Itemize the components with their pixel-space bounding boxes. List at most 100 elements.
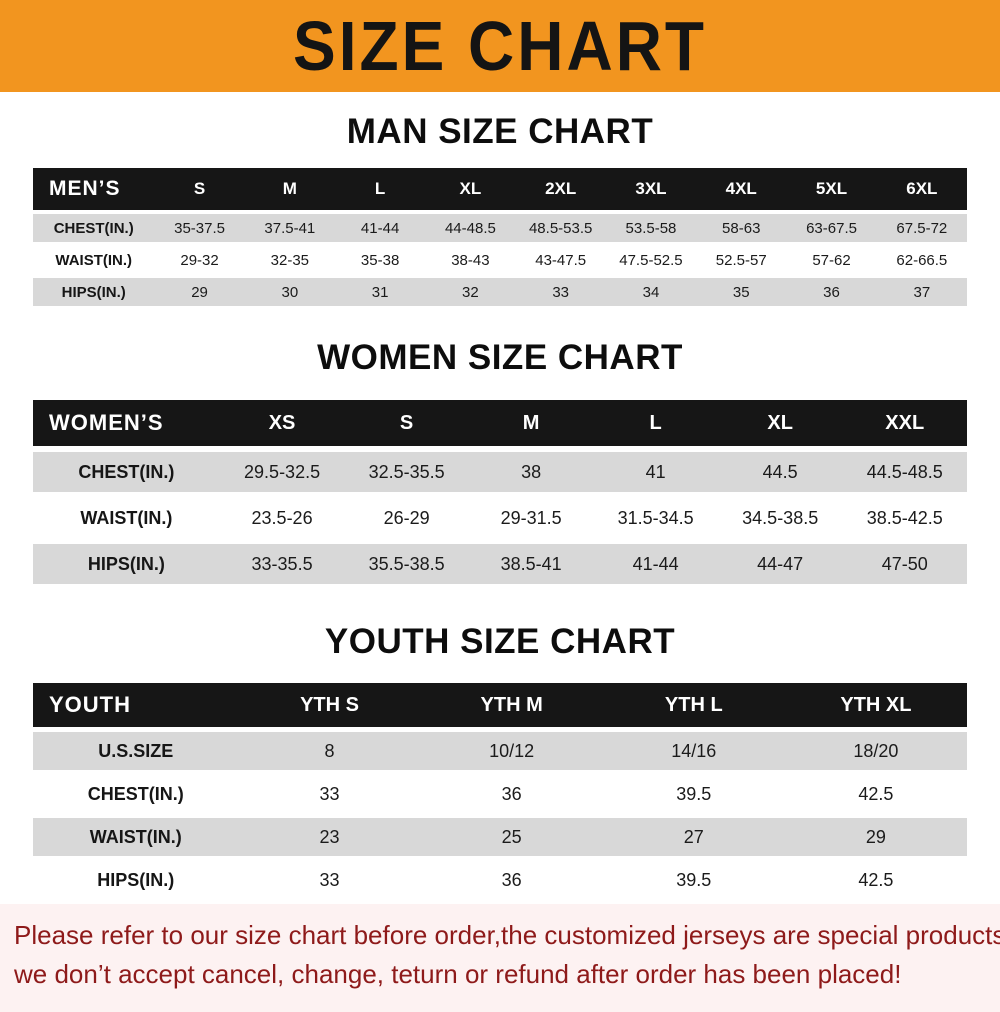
size-column-header: 2XL bbox=[515, 168, 606, 210]
size-column-header: 3XL bbox=[605, 168, 697, 210]
table-row: CHEST(IN.) 35-37.5 37.5-41 41-44 44-48.5 48.5… bbox=[33, 214, 967, 242]
size-value-cell: 34 bbox=[605, 278, 697, 306]
size-value-cell: 35-37.5 bbox=[154, 214, 245, 242]
table-row: WAIST(IN.) 23 25 27 29 bbox=[33, 818, 967, 856]
row-label: HIPS(IN.) bbox=[33, 544, 220, 584]
size-value-cell: 14/16 bbox=[602, 732, 785, 770]
row-label: WAIST(IN.) bbox=[33, 498, 220, 538]
table-row: HIPS(IN.) 29 30 31 32 33 34 35 36 37 bbox=[33, 278, 967, 306]
size-value-cell: 42.5 bbox=[784, 861, 967, 899]
size-value-cell: 44.5-48.5 bbox=[842, 452, 967, 492]
youth-size-table: YOUTH YTH S YTH M YTH L YTH XL U.S.SIZE 8 10/12… bbox=[33, 678, 967, 904]
youth-section-heading: YOUTH SIZE CHART bbox=[324, 622, 676, 661]
size-value-cell: 29 bbox=[154, 278, 245, 306]
row-label: WAIST(IN.) bbox=[33, 818, 239, 856]
size-value-cell: 32.5-35.5 bbox=[344, 452, 469, 492]
size-value-cell: 38-43 bbox=[425, 246, 516, 274]
size-value-cell: 41 bbox=[593, 452, 718, 492]
size-column-header: L bbox=[334, 168, 426, 210]
size-value-cell: 37 bbox=[876, 278, 967, 306]
table-row: WAIST(IN.) 23.5-26 26-29 29-31.5 31.5-34.5 34… bbox=[33, 498, 967, 538]
size-value-cell: 44-47 bbox=[717, 544, 843, 584]
page-title: SIZE CHART bbox=[293, 7, 707, 85]
size-value-cell: 37.5-41 bbox=[244, 214, 335, 242]
size-value-cell: 63-67.5 bbox=[786, 214, 877, 242]
women-section-heading: WOMEN SIZE CHART bbox=[317, 338, 683, 377]
size-value-cell: 34.5-38.5 bbox=[717, 498, 843, 538]
size-value-cell: 44.5 bbox=[717, 452, 843, 492]
size-column-header: S bbox=[154, 168, 245, 210]
footer-note: Please refer to our size chart before or… bbox=[0, 904, 1000, 1012]
row-label: CHEST(IN.) bbox=[33, 775, 239, 813]
size-value-cell: 58-63 bbox=[696, 214, 787, 242]
size-value-cell: 53.5-58 bbox=[605, 214, 697, 242]
size-value-cell: 38.5-42.5 bbox=[842, 498, 967, 538]
size-column-header: 6XL bbox=[876, 168, 967, 210]
size-value-cell: 38.5-41 bbox=[468, 544, 594, 584]
row-label: CHEST(IN.) bbox=[33, 452, 220, 492]
row-label: HIPS(IN.) bbox=[33, 278, 155, 306]
table-row: CHEST(IN.) 29.5-32.5 32.5-35.5 38 41 44.5 44.5… bbox=[33, 452, 967, 492]
table-corner-label: WOMEN’S bbox=[33, 400, 220, 446]
size-value-cell: 41-44 bbox=[593, 544, 718, 584]
section-youth: YOUTH SIZE CHART YOUTH YTH S YTH M YTH L YTH… bbox=[0, 590, 1000, 904]
size-value-cell: 23 bbox=[238, 818, 421, 856]
size-value-cell: 32-35 bbox=[244, 246, 335, 274]
size-value-cell: 36 bbox=[786, 278, 877, 306]
size-value-cell: 31 bbox=[334, 278, 426, 306]
size-value-cell: 27 bbox=[602, 818, 785, 856]
size-value-cell: 41-44 bbox=[334, 214, 426, 242]
row-label: CHEST(IN.) bbox=[33, 214, 155, 242]
footer-line: we don’t accept cancel, change, teturn o… bbox=[14, 959, 902, 989]
size-column-header: YTH M bbox=[420, 683, 603, 727]
section-women: WOMEN SIZE CHART WOMEN’S XS S M L XL XXL CHEST(… bbox=[0, 310, 1000, 590]
size-column-header: 5XL bbox=[786, 168, 877, 210]
size-value-cell: 33 bbox=[238, 775, 421, 813]
size-value-cell: 26-29 bbox=[344, 498, 469, 538]
size-value-cell: 48.5-53.5 bbox=[515, 214, 606, 242]
size-value-cell: 38 bbox=[468, 452, 594, 492]
size-column-header: XXL bbox=[842, 400, 967, 446]
size-value-cell: 33 bbox=[515, 278, 606, 306]
size-value-cell: 47-50 bbox=[842, 544, 967, 584]
size-column-header: 4XL bbox=[696, 168, 787, 210]
size-value-cell: 29 bbox=[784, 818, 967, 856]
size-value-cell: 32 bbox=[425, 278, 516, 306]
size-value-cell: 67.5-72 bbox=[876, 214, 967, 242]
size-column-header: YTH XL bbox=[784, 683, 967, 727]
size-column-header: S bbox=[344, 400, 469, 446]
size-column-header: XL bbox=[717, 400, 843, 446]
size-column-header: XS bbox=[219, 400, 345, 446]
size-value-cell: 47.5-52.5 bbox=[605, 246, 697, 274]
banner: SIZE CHART bbox=[0, 0, 1000, 92]
size-value-cell: 57-62 bbox=[786, 246, 877, 274]
footer-line: Please refer to our size chart before or… bbox=[14, 920, 1000, 950]
size-value-cell: 52.5-57 bbox=[696, 246, 787, 274]
table-row: HIPS(IN.) 33 36 39.5 42.5 bbox=[33, 861, 967, 899]
size-value-cell: 10/12 bbox=[420, 732, 603, 770]
size-value-cell: 23.5-26 bbox=[219, 498, 345, 538]
size-value-cell: 42.5 bbox=[784, 775, 967, 813]
size-value-cell: 8 bbox=[238, 732, 421, 770]
row-label: HIPS(IN.) bbox=[33, 861, 239, 899]
size-value-cell: 29-31.5 bbox=[468, 498, 594, 538]
size-value-cell: 25 bbox=[420, 818, 603, 856]
table-row: U.S.SIZE 8 10/12 14/16 18/20 bbox=[33, 732, 967, 770]
size-value-cell: 30 bbox=[244, 278, 335, 306]
table-row: WAIST(IN.) 29-32 32-35 35-38 38-43 43-47.5 47.… bbox=[33, 246, 967, 274]
size-value-cell: 31.5-34.5 bbox=[593, 498, 718, 538]
size-value-cell: 39.5 bbox=[602, 861, 785, 899]
men-section-heading: MAN SIZE CHART bbox=[346, 112, 654, 151]
size-value-cell: 18/20 bbox=[784, 732, 967, 770]
row-label: WAIST(IN.) bbox=[33, 246, 155, 274]
men-size-table: MEN’S S M L XL 2XL 3XL 4XL 5XL 6XL CHEST(IN.) 35-37… bbox=[33, 164, 967, 310]
size-value-cell: 33-35.5 bbox=[219, 544, 345, 584]
size-value-cell: 44-48.5 bbox=[425, 214, 516, 242]
table-corner-label: MEN’S bbox=[33, 168, 155, 210]
header-row: MEN’S S M L XL 2XL 3XL 4XL 5XL 6XL bbox=[33, 168, 967, 210]
header-row: WOMEN’S XS S M L XL XXL bbox=[33, 400, 967, 446]
table-row: HIPS(IN.) 33-35.5 35.5-38.5 38.5-41 41-44 44-… bbox=[33, 544, 967, 584]
size-value-cell: 35.5-38.5 bbox=[344, 544, 469, 584]
table-row: CHEST(IN.) 33 36 39.5 42.5 bbox=[33, 775, 967, 813]
